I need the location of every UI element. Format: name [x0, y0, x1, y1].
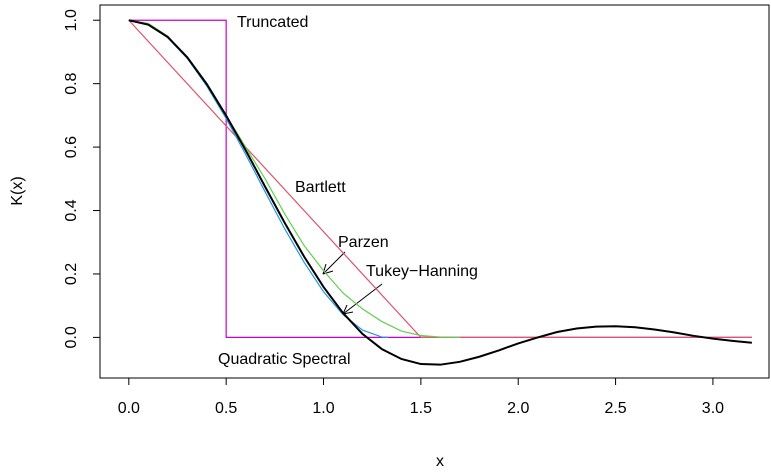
- x-tick-label: 1.5: [410, 400, 432, 417]
- x-tick-label: 2.0: [507, 400, 529, 417]
- arrow: [322, 251, 346, 275]
- series-label: Parzen: [338, 234, 389, 251]
- kernel-line: [128, 19, 752, 338]
- series-label: Tukey−Hanning: [366, 263, 478, 280]
- plot-frame: [99, 4, 770, 379]
- arrows: [322, 251, 383, 315]
- x-tick-label: 2.5: [604, 400, 626, 417]
- x-axis-label: x: [436, 453, 444, 470]
- y-tick-label: 0.8: [63, 72, 80, 94]
- y-tick-label: 0.0: [63, 326, 80, 348]
- kernel-line: [128, 19, 752, 366]
- kernel-line: [128, 19, 388, 338]
- y-axis-label: K(x): [9, 176, 26, 205]
- arrow-head: [322, 263, 334, 275]
- x-tick-label: 0.5: [215, 400, 237, 417]
- series-label: Quadratic Spectral: [218, 351, 351, 368]
- y-tick-label: 0.6: [63, 136, 80, 158]
- kernel-line: [128, 19, 752, 338]
- x-tick-label: 3.0: [702, 400, 724, 417]
- y-tick-label: 0.2: [63, 263, 80, 285]
- series-label: Truncated: [237, 14, 308, 31]
- series-label: Bartlett: [295, 179, 346, 196]
- y-tick-label: 1.0: [63, 9, 80, 31]
- x-tick-label: 1.0: [312, 400, 334, 417]
- x-tick-label: 0.0: [118, 400, 140, 417]
- y-tick-label: 0.4: [63, 199, 80, 221]
